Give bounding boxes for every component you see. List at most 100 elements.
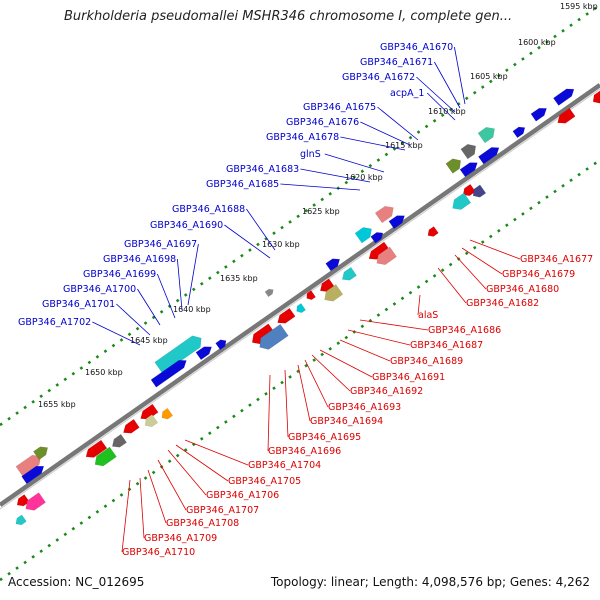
scale-tick-label: 1635 kbp bbox=[220, 274, 258, 283]
reverse-gene-label: GBP346_A1687 bbox=[410, 340, 483, 351]
reverse-gene-label: GBP346_A1695 bbox=[288, 432, 361, 443]
reverse-gene-label: GBP346_A1707 bbox=[186, 505, 259, 516]
reverse-label-leader bbox=[347, 329, 411, 346]
genes bbox=[15, 88, 600, 526]
forward-gene bbox=[478, 147, 500, 165]
forward-gene-label: GBP346_A1697 bbox=[124, 239, 197, 250]
reverse-gene-label: GBP346_A1680 bbox=[486, 284, 559, 295]
scale-tick-label: 1600 kbp bbox=[518, 38, 556, 47]
forward-gene bbox=[388, 215, 405, 230]
reverse-label-leader bbox=[157, 459, 187, 511]
reverse-gene-label: GBP346_A1708 bbox=[166, 518, 239, 529]
scale-tick-label: 1620 kbp bbox=[345, 173, 383, 182]
reverse-label-leader bbox=[304, 359, 329, 408]
forward-label-leader bbox=[434, 61, 461, 109]
scale-tick-label: 1650 kbp bbox=[85, 368, 123, 377]
forward-label-leader bbox=[377, 106, 419, 141]
forward-gene bbox=[530, 107, 547, 122]
forward-gene bbox=[512, 126, 526, 139]
reverse-gene-label: GBP346_A1682 bbox=[466, 298, 539, 309]
forward-gene bbox=[150, 360, 187, 388]
reverse-gene-label: GBP346_A1691 bbox=[372, 372, 445, 383]
forward-label-leader bbox=[454, 46, 466, 105]
forward-gene bbox=[477, 127, 495, 144]
reverse-gene bbox=[306, 290, 316, 300]
forward-gene-label: GBP346_A1690 bbox=[150, 220, 223, 231]
backbone-highlight bbox=[0, 88, 600, 510]
reverse-label-leader bbox=[311, 354, 351, 392]
forward-gene bbox=[459, 162, 478, 178]
label-leaders bbox=[92, 46, 521, 553]
forward-label-leader bbox=[340, 136, 406, 151]
map-title: Burkholderia pseudomallei MSHR346 chromo… bbox=[64, 9, 513, 24]
reverse-label-leader bbox=[139, 477, 145, 539]
forward-gene bbox=[325, 258, 341, 272]
reverse-label-leader bbox=[437, 267, 467, 304]
forward-label-leader bbox=[116, 303, 151, 336]
forward-gene-label: GBP346_A1701 bbox=[42, 299, 115, 310]
forward-label-leader bbox=[137, 288, 161, 326]
reverse-label-leader bbox=[147, 469, 167, 524]
reverse-gene bbox=[324, 284, 344, 302]
accession-text: Accession: NC_012695 bbox=[8, 575, 145, 589]
backbone-line bbox=[0, 83, 600, 507]
gene-labels: GBP346_A1670 GBP346_A1671 GBP346_A1672 acpA… bbox=[18, 42, 593, 558]
forward-gene-label: GBP346_A1670 bbox=[380, 42, 453, 53]
forward-gene-label: GBP346_A1683 bbox=[226, 164, 299, 175]
reverse-gene bbox=[277, 307, 296, 324]
reverse-label-leader bbox=[454, 254, 487, 290]
reverse-gene bbox=[140, 403, 159, 420]
forward-label-leader bbox=[224, 224, 271, 259]
reverse-gene bbox=[161, 407, 174, 420]
forward-gene bbox=[445, 158, 461, 174]
scale-tick-label: 1630 kbp bbox=[262, 240, 300, 249]
reverse-gene bbox=[592, 90, 600, 104]
reverse-gene-label: GBP346_A1705 bbox=[228, 476, 301, 487]
forward-gene bbox=[553, 88, 575, 106]
scale-tick-label: 1605 kbp bbox=[470, 72, 508, 81]
forward-gene bbox=[33, 446, 49, 461]
reverse-gene bbox=[376, 246, 397, 265]
scale-tick-label: 1655 kbp bbox=[38, 400, 76, 409]
scale-tick-label: 1645 kbp bbox=[130, 336, 168, 345]
reverse-gene bbox=[427, 226, 439, 237]
forward-label-leader bbox=[187, 243, 199, 306]
forward-gene bbox=[195, 346, 212, 361]
reverse-gene bbox=[111, 433, 127, 448]
forward-gene-label: GBP346_A1702 bbox=[18, 317, 91, 328]
forward-gene bbox=[15, 454, 41, 477]
forward-label-leader bbox=[416, 76, 456, 113]
reverse-gene bbox=[144, 414, 159, 428]
forward-label-leader bbox=[177, 258, 183, 311]
forward-gene-label: GBP346_A1688 bbox=[172, 204, 245, 215]
reverse-gene bbox=[123, 418, 140, 434]
reverse-gene-label: GBP346_A1710 bbox=[122, 547, 195, 558]
reverse-label-leader bbox=[359, 319, 429, 331]
reverse-gene-label: alaS bbox=[418, 310, 438, 321]
reverse-gene-label: GBP346_A1693 bbox=[328, 402, 401, 413]
reverse-label-leader bbox=[284, 369, 289, 438]
reverse-label-leader bbox=[121, 479, 131, 553]
reverse-gene bbox=[296, 303, 306, 313]
forward-gene-label: GBP346_A1671 bbox=[360, 57, 433, 68]
reverse-gene-label: GBP346_A1706 bbox=[206, 490, 279, 501]
scale-tick-label: 1625 kbp bbox=[302, 207, 340, 216]
reverse-gene-label: GBP346_A1677 bbox=[520, 254, 593, 265]
forward-label-leader bbox=[280, 183, 361, 191]
reverse-label-leader bbox=[167, 449, 207, 496]
reverse-label-leader bbox=[319, 349, 373, 378]
reverse-label-leader bbox=[417, 294, 421, 316]
forward-label-leader bbox=[92, 321, 141, 346]
forward-gene bbox=[21, 465, 45, 485]
forward-gene bbox=[264, 288, 274, 298]
reverse-label-leader bbox=[339, 339, 391, 362]
forward-gene-label: GBP346_A1700 bbox=[63, 284, 136, 295]
reverse-gene-label: GBP346_A1679 bbox=[502, 269, 575, 280]
reverse-label-leader bbox=[175, 444, 229, 482]
reverse-gene-label: GBP346_A1696 bbox=[268, 446, 341, 457]
reverse-gene bbox=[85, 439, 108, 458]
reverse-gene bbox=[557, 107, 576, 124]
forward-gene bbox=[460, 144, 476, 160]
reverse-gene-label: GBP346_A1704 bbox=[248, 460, 321, 471]
